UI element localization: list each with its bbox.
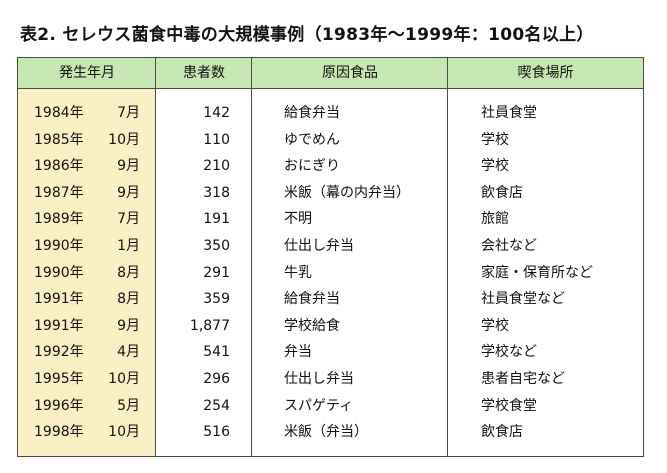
year-value: 1991年 bbox=[34, 291, 84, 308]
patient-count: 350 bbox=[203, 238, 230, 254]
patient-count: 541 bbox=[203, 344, 230, 361]
month-value: 4月 bbox=[117, 344, 140, 361]
patient-count: 142 bbox=[203, 105, 230, 121]
table-title: 表2. セレウス菌食中毒の大規模事例（1983年〜1999年：100名以上） bbox=[20, 25, 594, 45]
patient-count: 359 bbox=[203, 291, 230, 308]
header-place: 喫食場所 bbox=[517, 65, 574, 81]
month-value: 9月 bbox=[117, 317, 140, 334]
header-food: 原因食品 bbox=[322, 65, 378, 81]
table-row: 1990年 8月 291 牛乳 家庭・保育所など bbox=[18, 260, 643, 286]
year-value: 1987年 bbox=[34, 184, 84, 201]
column-divider bbox=[155, 58, 156, 456]
table-row: 1986年 9月 210 おにぎり 学校 bbox=[18, 153, 643, 179]
place-cell: 旅館 bbox=[481, 211, 509, 228]
table-row: 1991年 9月 1,877 学校給食 学校 bbox=[18, 313, 643, 339]
table-row: 1996年 5月 254 スパゲティ 学校食堂 bbox=[18, 393, 643, 419]
year-value: 1986年 bbox=[34, 158, 84, 175]
month-value: 1月 bbox=[117, 238, 140, 254]
year-column-highlight bbox=[18, 89, 156, 456]
column-divider bbox=[251, 58, 252, 456]
food-cell: おにぎり bbox=[284, 158, 340, 175]
patient-count: 191 bbox=[203, 211, 230, 228]
month-value: 10月 bbox=[108, 424, 140, 441]
month-value: 10月 bbox=[108, 131, 140, 148]
food-cell: 不明 bbox=[284, 211, 312, 228]
month-value: 9月 bbox=[117, 184, 140, 201]
patient-count: 210 bbox=[203, 158, 230, 175]
year-value: 1985年 bbox=[34, 131, 84, 148]
food-cell: 仕出し弁当 bbox=[284, 238, 354, 254]
header-date: 発生年月 bbox=[59, 65, 115, 81]
header-patients: 患者数 bbox=[183, 65, 225, 81]
food-cell: ゆでめん bbox=[284, 131, 340, 148]
year-value: 1991年 bbox=[34, 317, 84, 334]
food-cell: 牛乳 bbox=[284, 264, 312, 281]
place-cell: 家庭・保育所など bbox=[481, 264, 593, 281]
year-value: 1984年 bbox=[34, 105, 84, 121]
food-cell: 米飯（弁当） bbox=[284, 424, 368, 441]
year-value: 1990年 bbox=[34, 264, 84, 281]
table-row: 1990年 1月 350 仕出し弁当 会社など bbox=[18, 233, 643, 259]
food-cell: 仕出し弁当 bbox=[284, 371, 354, 387]
patient-count: 1,877 bbox=[189, 317, 230, 334]
patient-count: 318 bbox=[203, 184, 230, 201]
food-cell: 弁当 bbox=[284, 344, 312, 361]
header-row bbox=[18, 58, 643, 89]
table-row: 1985年 10月 110 ゆでめん 学校 bbox=[18, 127, 643, 153]
place-cell: 会社など bbox=[481, 238, 537, 254]
month-value: 7月 bbox=[117, 105, 140, 121]
patient-count: 254 bbox=[203, 397, 230, 414]
table-row: 1989年 7月 191 不明 旅館 bbox=[18, 206, 643, 232]
food-cell: 米飯（幕の内弁当） bbox=[284, 184, 410, 201]
month-value: 10月 bbox=[108, 371, 140, 387]
table-row: 1998年 10月 516 米飯（弁当） 飲食店 bbox=[18, 419, 643, 445]
month-value: 5月 bbox=[117, 397, 140, 414]
place-cell: 学校 bbox=[481, 158, 509, 175]
column-divider bbox=[447, 58, 448, 456]
outbreak-table: 発生年月 患者数 原因食品 喫食場所 1984年 7月 142 給食弁当 社員食堂 198… bbox=[17, 57, 644, 457]
place-cell: 学校 bbox=[481, 317, 509, 334]
place-cell: 学校 bbox=[481, 131, 509, 148]
place-cell: 学校など bbox=[481, 344, 537, 361]
table-row: 1984年 7月 142 給食弁当 社員食堂 bbox=[18, 100, 643, 126]
month-value: 8月 bbox=[117, 291, 140, 308]
year-value: 1996年 bbox=[34, 397, 84, 414]
patient-count: 291 bbox=[203, 264, 230, 281]
table-row: 1991年 8月 359 給食弁当 社員食堂など bbox=[18, 286, 643, 312]
month-value: 7月 bbox=[117, 211, 140, 228]
patient-count: 296 bbox=[203, 371, 230, 387]
month-value: 8月 bbox=[117, 264, 140, 281]
table-row: 1995年 10月 296 仕出し弁当 患者自宅など bbox=[18, 366, 643, 392]
year-value: 1995年 bbox=[34, 371, 84, 387]
place-cell: 飲食店 bbox=[481, 184, 523, 201]
place-cell: 飲食店 bbox=[481, 424, 523, 441]
table-row: 1987年 9月 318 米飯（幕の内弁当） 飲食店 bbox=[18, 180, 643, 206]
food-cell: 給食弁当 bbox=[284, 105, 340, 121]
place-cell: 患者自宅など bbox=[481, 371, 565, 387]
patient-count: 110 bbox=[203, 131, 230, 148]
month-value: 9月 bbox=[117, 158, 140, 175]
year-value: 1998年 bbox=[34, 424, 84, 441]
year-value: 1992年 bbox=[34, 344, 84, 361]
patient-count: 516 bbox=[203, 424, 230, 441]
table-row: 1992年 4月 541 弁当 学校など bbox=[18, 339, 643, 365]
food-cell: 給食弁当 bbox=[284, 291, 340, 308]
place-cell: 社員食堂 bbox=[481, 105, 537, 121]
place-cell: 学校食堂 bbox=[481, 397, 537, 414]
food-cell: スパゲティ bbox=[284, 397, 354, 414]
year-value: 1990年 bbox=[34, 238, 84, 254]
place-cell: 社員食堂など bbox=[481, 291, 565, 308]
food-cell: 学校給食 bbox=[284, 317, 340, 334]
year-value: 1989年 bbox=[34, 211, 84, 228]
